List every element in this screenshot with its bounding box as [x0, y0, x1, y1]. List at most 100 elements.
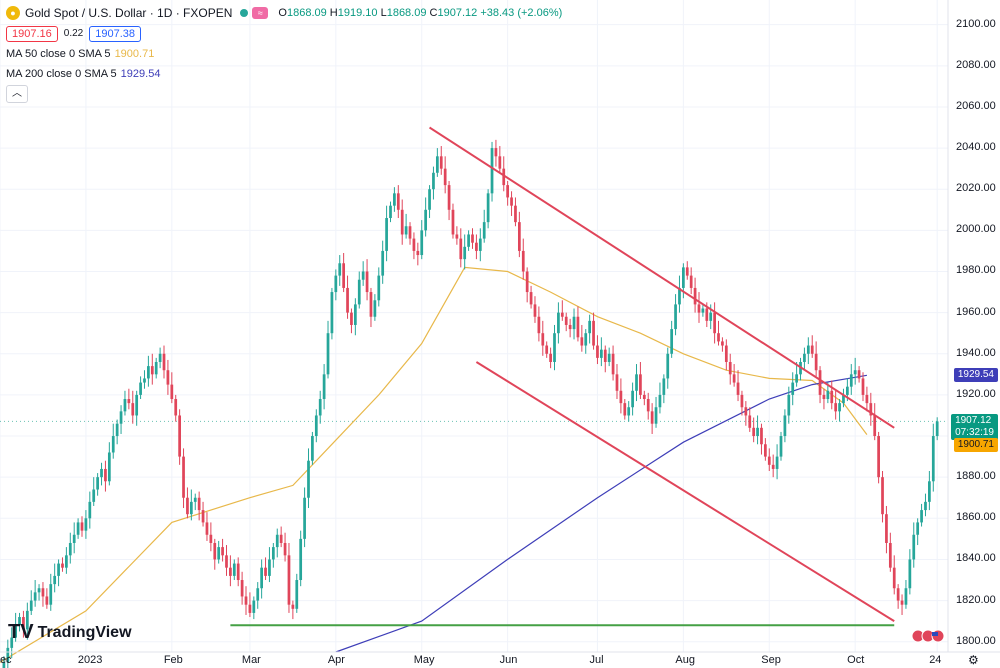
tradingview-logo[interactable]: TV TradingView [8, 621, 132, 644]
candle-body [236, 563, 240, 581]
candle-body [213, 542, 217, 560]
candle-body [68, 542, 72, 556]
candle-body [178, 415, 181, 457]
candle-body [678, 287, 681, 305]
us-market-flags-icon[interactable] [912, 628, 944, 644]
indicator-ma50[interactable]: MA 50 close 0 SMA 5 1900.71 [6, 48, 155, 60]
candle-body [424, 209, 428, 231]
candle-body [881, 477, 884, 515]
candle-body [537, 316, 541, 334]
candle-body [107, 452, 111, 482]
candle-body [467, 234, 470, 247]
candle-body [900, 600, 904, 605]
candle-body [607, 353, 611, 362]
candle-body [209, 534, 213, 543]
candle-body [84, 518, 88, 531]
candle-body [646, 399, 650, 412]
candle-body [400, 209, 404, 235]
candle-body [736, 382, 740, 395]
candle-body [619, 390, 623, 404]
candle-body [631, 390, 634, 408]
candle-body [88, 501, 92, 519]
candle-body [803, 353, 806, 362]
candle-body [771, 464, 775, 469]
candle-body [908, 559, 912, 589]
candle-body [244, 596, 248, 605]
buy-button[interactable]: 1907.38 [89, 26, 141, 42]
candle-body [904, 588, 908, 605]
symbol-row[interactable]: ● Gold Spot / U.S. Dollar · 1D · FXOPEN … [6, 4, 562, 22]
candle-body [588, 320, 592, 334]
change-value: +38.43 (+2.06%) [480, 7, 563, 19]
candle-body [96, 477, 99, 490]
candle-body [225, 555, 228, 568]
candle-body [377, 275, 381, 301]
candle-body [568, 324, 572, 330]
indicator-ma200[interactable]: MA 200 close 0 SMA 5 1929.54 [6, 68, 161, 80]
candle-body [486, 193, 490, 223]
candle-body [322, 374, 326, 400]
time-tick-label: 2023 [77, 654, 103, 666]
price-tick-label: 2040.00 [956, 141, 996, 154]
candle-body [248, 604, 252, 613]
time-tick-label: Dec [0, 654, 12, 666]
symbol-title[interactable]: Gold Spot / U.S. Dollar · 1D · FXOPEN [25, 6, 233, 20]
candle-body [849, 374, 853, 387]
ma-series-line [0, 266, 868, 663]
candle-body [627, 407, 631, 416]
candle-body [369, 292, 373, 317]
candle-body [10, 637, 14, 648]
candle-body [502, 168, 506, 186]
collapse-legend-button[interactable]: ︿ [6, 85, 28, 103]
candle-body [435, 156, 439, 173]
candle-body [885, 514, 888, 543]
time-tick-label: Apr [327, 654, 345, 666]
candle-body [572, 316, 576, 330]
candle-body [724, 345, 728, 362]
candle-body [25, 610, 29, 630]
candle-body [732, 374, 736, 383]
candle-body [576, 316, 580, 338]
candle-body [639, 374, 642, 395]
candle-body [104, 468, 107, 482]
candle-body [186, 497, 189, 515]
candle-body [232, 563, 236, 576]
candle-body [896, 588, 900, 601]
candle-body [693, 287, 697, 305]
candle-body [682, 267, 685, 288]
gear-icon[interactable]: ⚙ [968, 653, 979, 667]
candle-body [271, 547, 275, 560]
candle-body [428, 189, 431, 210]
candle-body [713, 312, 716, 334]
candle-body [592, 320, 595, 346]
candle-body [41, 588, 45, 597]
time-tick-label: Feb [163, 654, 183, 666]
candle-body [599, 349, 603, 358]
candle-body [342, 263, 346, 288]
candle-body [541, 333, 545, 346]
candle-body [853, 370, 857, 375]
sell-button[interactable]: 1907.16 [6, 26, 58, 42]
time-tick-label: Jun [499, 654, 518, 666]
tradingview-logo-text: TradingView [37, 623, 132, 641]
candle-body [80, 522, 84, 531]
candle-body [396, 193, 400, 210]
candlesticks [2, 139, 939, 668]
candle-body [931, 436, 935, 482]
candle-body [6, 647, 10, 663]
candle-body [439, 156, 443, 169]
candle-body [260, 567, 263, 589]
candle-body [924, 501, 927, 511]
time-tick-label: May [413, 654, 435, 666]
candle-body [498, 156, 502, 169]
candle-body [412, 238, 416, 251]
trendline-channel-top [429, 126, 895, 429]
candle-body [33, 592, 37, 601]
candle-body [873, 415, 877, 437]
bar-countdown: 07:32:19 [955, 427, 994, 439]
candle-body [615, 374, 619, 391]
candle-body [14, 625, 17, 638]
candle-body [756, 427, 759, 437]
candle-body [264, 567, 267, 576]
